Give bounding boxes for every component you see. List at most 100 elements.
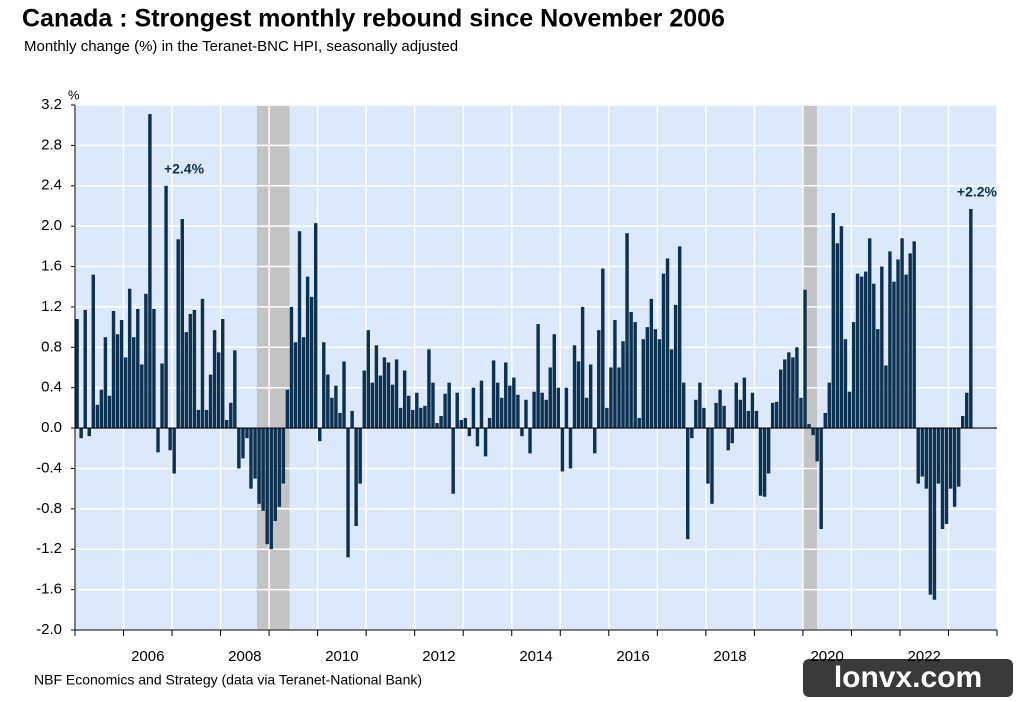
watermark: lonvx.com	[834, 661, 982, 694]
bar	[463, 417, 468, 429]
bar	[770, 402, 775, 429]
y-tick-label: 3.2	[41, 96, 62, 113]
bar	[952, 428, 957, 507]
bar	[706, 428, 710, 484]
bar	[119, 320, 124, 429]
bar	[301, 337, 306, 429]
bar	[204, 409, 209, 429]
bar	[843, 339, 848, 429]
x-tick-label: 2018	[713, 648, 746, 665]
bar	[912, 241, 916, 429]
bar	[79, 428, 83, 439]
bar	[657, 339, 662, 429]
bar	[342, 361, 346, 429]
bar	[823, 412, 827, 429]
bar	[261, 428, 265, 511]
bar	[673, 304, 678, 429]
bar	[103, 337, 108, 429]
bar	[613, 320, 617, 429]
bar	[548, 367, 552, 429]
bar	[572, 345, 577, 429]
bar	[609, 367, 613, 429]
bar	[847, 391, 852, 429]
bar	[649, 298, 654, 429]
bar	[241, 428, 245, 459]
bar	[212, 330, 217, 429]
y-tick-label: -0.4	[36, 459, 62, 476]
bar	[75, 319, 79, 429]
x-tick-label: 2016	[616, 648, 649, 665]
bar	[961, 415, 965, 429]
bar	[188, 313, 193, 429]
bar	[750, 392, 755, 429]
bar	[346, 428, 350, 558]
bar	[867, 238, 872, 429]
bar	[338, 412, 342, 429]
bar	[148, 114, 152, 429]
bar	[164, 185, 168, 429]
bar	[229, 402, 233, 429]
bar	[665, 258, 670, 429]
bar	[451, 428, 455, 494]
bar	[932, 428, 937, 600]
y-tick-label: 0.4	[41, 379, 62, 396]
bar	[876, 329, 880, 429]
bar	[799, 397, 803, 429]
x-tick-label: 2022	[908, 648, 941, 665]
bar	[192, 309, 197, 429]
bar	[520, 428, 524, 437]
plot-background	[75, 105, 997, 630]
bar	[330, 397, 334, 429]
bar	[742, 377, 747, 429]
bar	[285, 389, 290, 429]
bar	[200, 298, 205, 429]
y-tick-label: 1.2	[41, 298, 62, 315]
bar	[398, 407, 403, 429]
bar	[293, 342, 298, 429]
y-tick-label: 2.4	[41, 177, 62, 194]
bar	[273, 428, 277, 521]
bar	[552, 334, 556, 429]
bar	[443, 393, 447, 429]
bar	[225, 420, 229, 429]
bar	[415, 392, 419, 429]
bar	[491, 360, 496, 429]
bar	[920, 428, 925, 477]
bar	[257, 428, 261, 504]
bar	[896, 259, 900, 429]
bar	[593, 428, 597, 454]
bar	[132, 337, 136, 429]
bar	[872, 283, 876, 429]
bar	[948, 428, 953, 489]
bar	[309, 296, 314, 429]
bar	[762, 428, 767, 497]
bar	[455, 392, 459, 429]
bar	[718, 389, 722, 429]
y-tick-label: -1.6	[36, 581, 62, 598]
bar	[726, 428, 730, 451]
x-tick-label: 2008	[228, 648, 261, 665]
bar	[880, 266, 884, 429]
bar	[95, 404, 100, 429]
bar	[366, 330, 370, 429]
bar	[423, 405, 427, 429]
bar	[277, 428, 282, 507]
bar	[487, 417, 492, 429]
bar	[459, 420, 464, 429]
bar	[111, 310, 116, 429]
bar	[669, 349, 674, 429]
chart-subtitle: Monthly change (%) in the Teranet-BNC HP…	[24, 38, 458, 55]
bar	[940, 428, 945, 530]
bar	[350, 410, 354, 429]
chart-title: Canada : Strongest monthly rebound since…	[22, 5, 725, 33]
bar	[479, 380, 484, 429]
bar	[83, 309, 87, 429]
bar	[168, 428, 172, 451]
bar	[431, 382, 435, 429]
bar	[900, 238, 904, 429]
bar	[370, 382, 375, 429]
bar	[374, 345, 379, 429]
bar	[390, 384, 395, 429]
bar	[576, 361, 581, 429]
